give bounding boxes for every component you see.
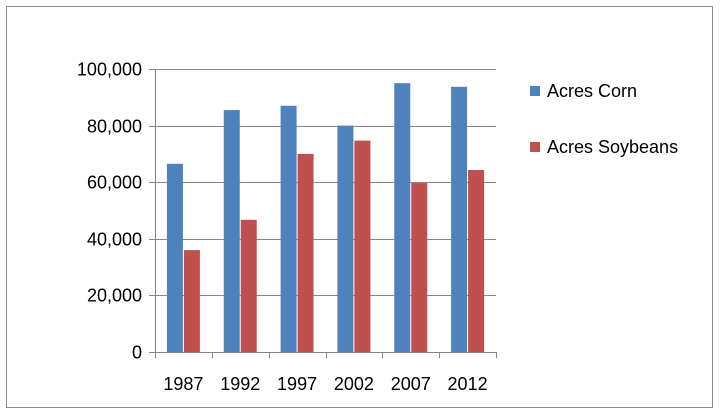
- bar-acres-soybeans-1997: [297, 153, 314, 352]
- bar-acres-soybeans-2012: [468, 170, 485, 352]
- axes: [149, 69, 497, 358]
- bar-acres-corn-1997: [280, 105, 297, 352]
- gridlines: [155, 69, 496, 296]
- legend-swatch: [530, 142, 540, 152]
- x-tick-label: 2012: [448, 374, 488, 394]
- x-tick-label: 1997: [277, 374, 317, 394]
- bar-acres-corn-1992: [223, 110, 240, 352]
- y-tick-label: 0: [132, 343, 142, 363]
- bar-acres-soybeans-2002: [354, 140, 371, 352]
- x-tick-label: 2002: [334, 374, 374, 394]
- legend-swatch: [530, 86, 540, 96]
- y-tick-label: 20,000: [87, 286, 142, 306]
- x-tick-label: 1992: [220, 374, 260, 394]
- bars: [166, 83, 485, 353]
- x-tick-label: 2007: [391, 374, 431, 394]
- bar-acres-corn-1987: [166, 163, 183, 352]
- x-tick-label: 1987: [163, 374, 203, 394]
- y-tick-label: 40,000: [87, 230, 142, 250]
- y-tick-label: 80,000: [87, 117, 142, 137]
- bar-acres-soybeans-2007: [411, 183, 428, 352]
- bar-acres-corn-2007: [394, 83, 411, 353]
- y-tick-label: 60,000: [87, 173, 142, 193]
- bar-acres-soybeans-1987: [183, 250, 200, 352]
- legend: Acres Corn Acres Soybeans: [530, 81, 678, 157]
- legend-label: Acres Corn: [547, 81, 637, 101]
- x-tick-labels: 1987 1992 1997 2002 2007 2012: [163, 374, 487, 394]
- y-tick-labels: 0 20,000 40,000 60,000 80,000 100,000: [77, 60, 142, 363]
- y-tick-label: 100,000: [77, 60, 142, 80]
- bar-acres-soybeans-1992: [240, 219, 257, 352]
- legend-label: Acres Soybeans: [547, 137, 678, 157]
- bar-acres-corn-2002: [337, 125, 354, 352]
- bar-acres-corn-2012: [451, 86, 468, 352]
